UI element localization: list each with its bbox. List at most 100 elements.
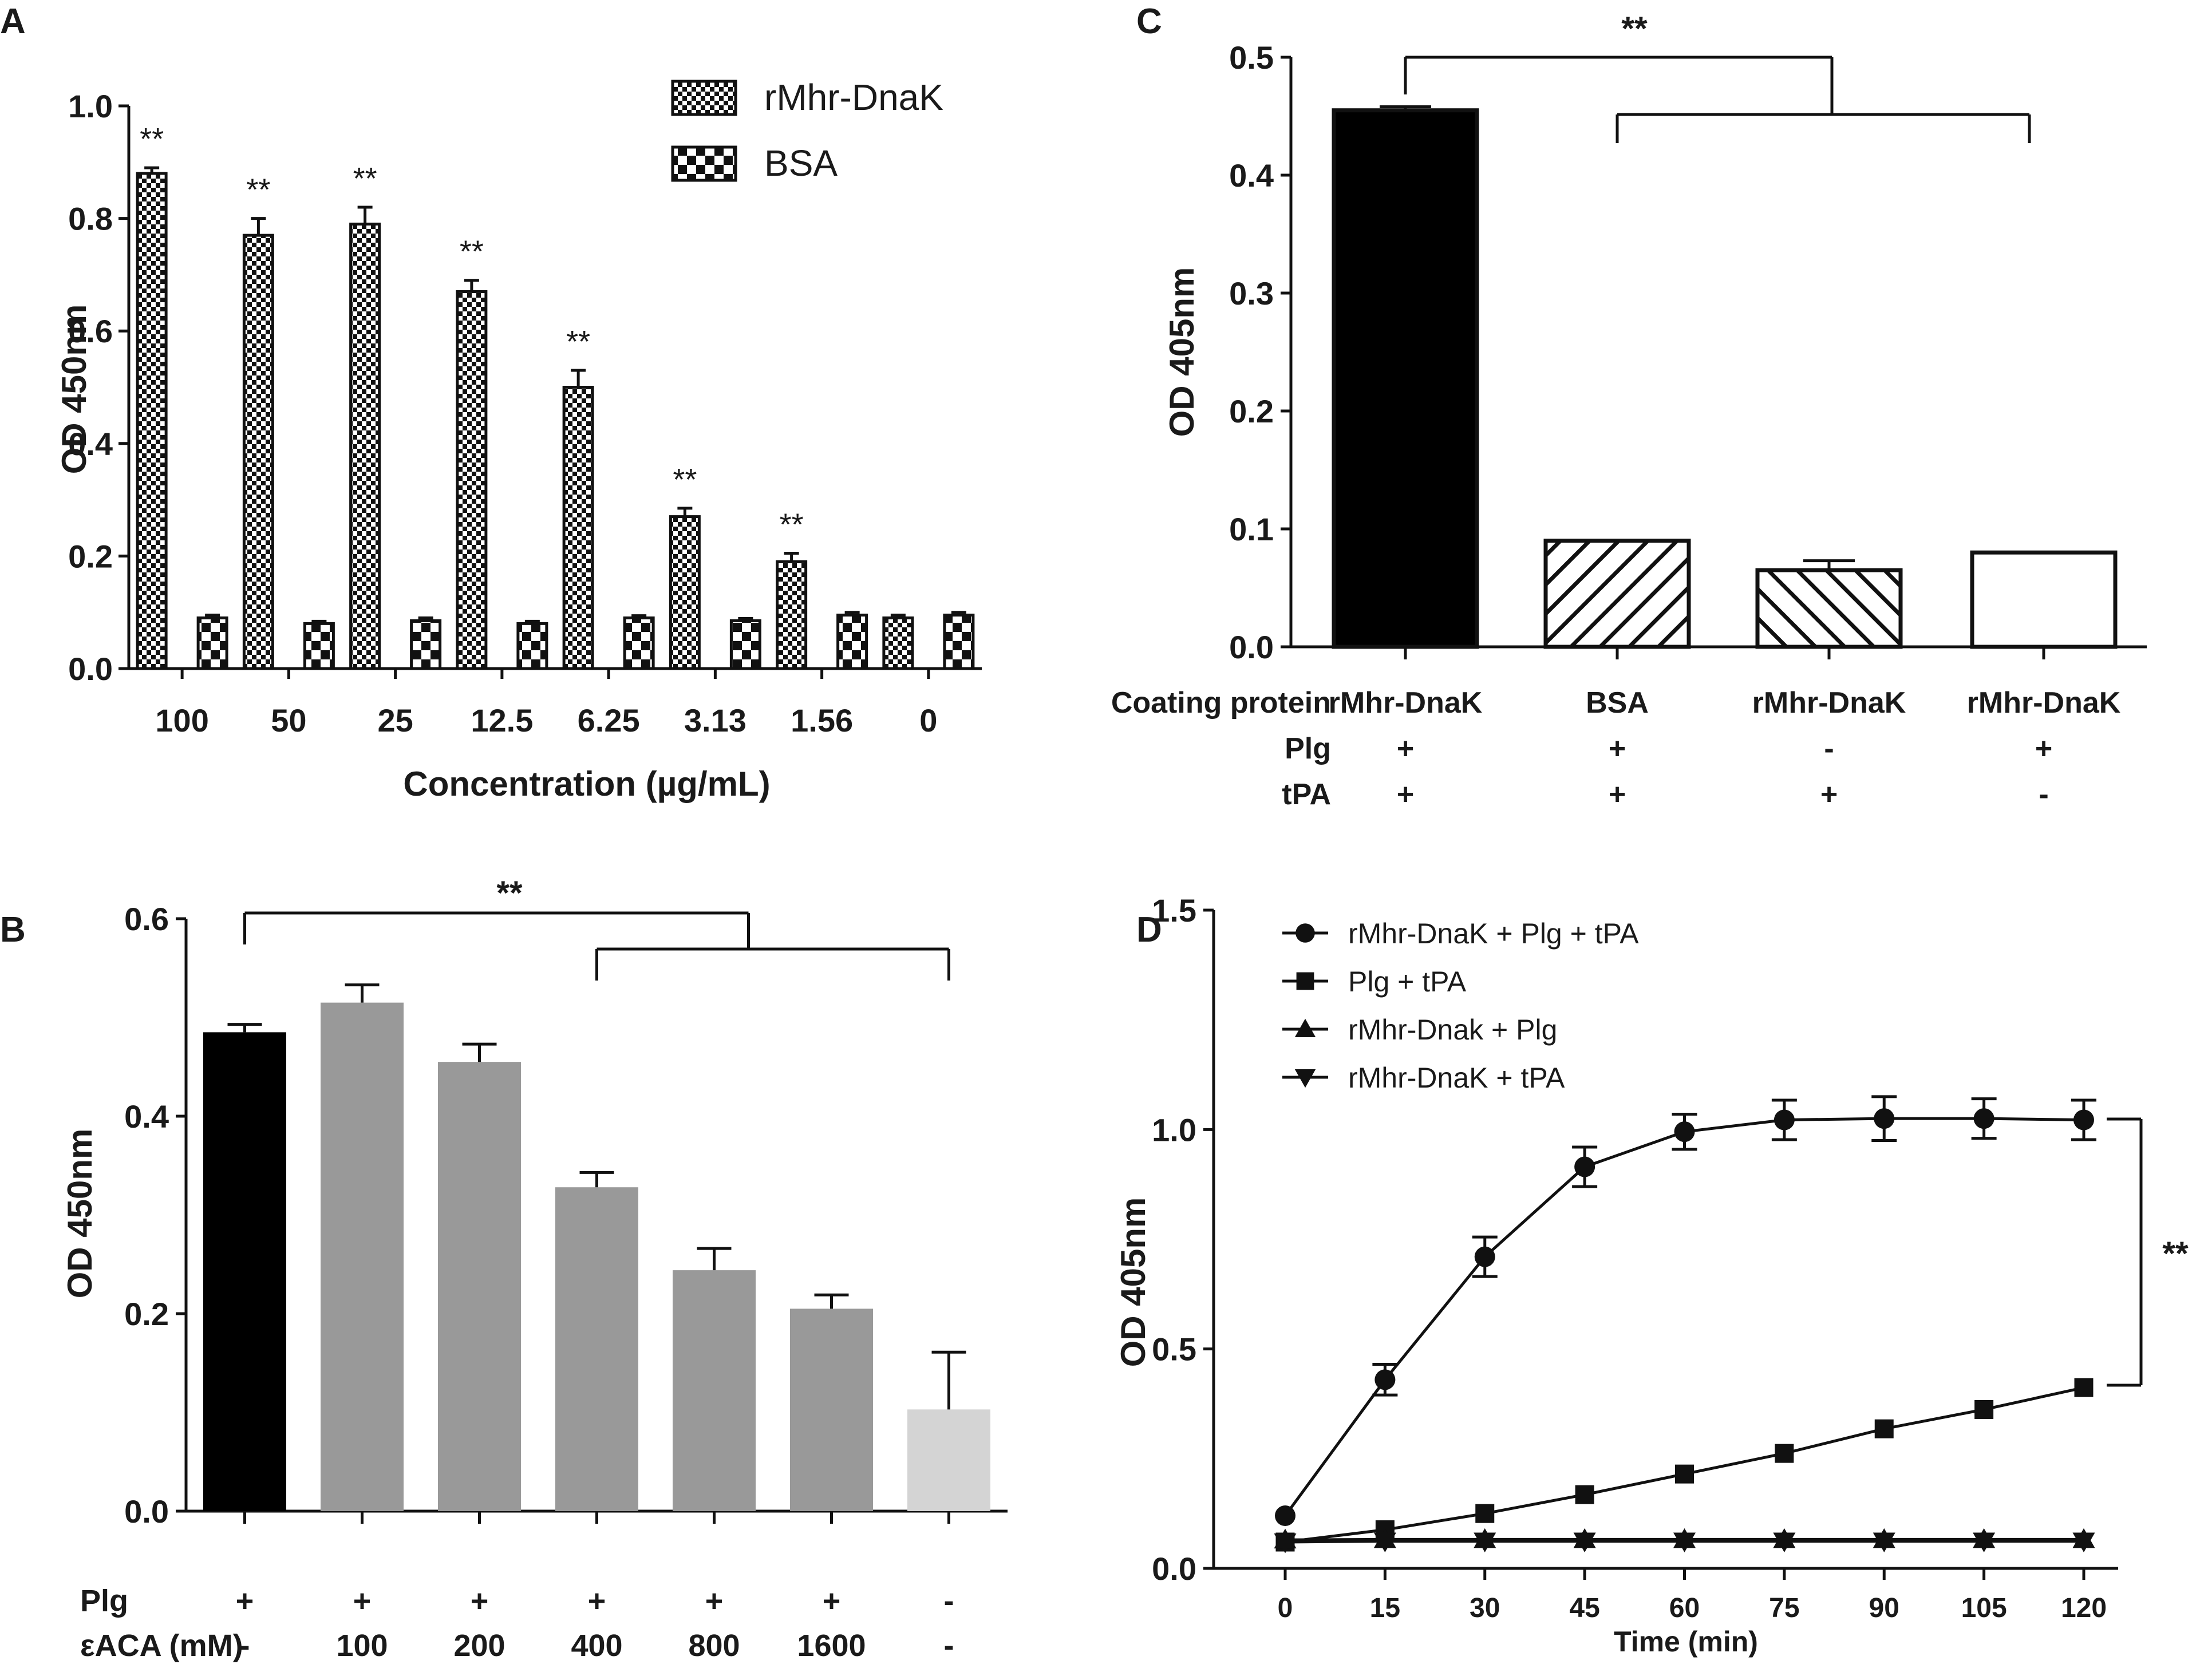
panel-c-condition-value: rMhr-DnaK: [1752, 686, 1906, 720]
panel-b-condition-value: +: [353, 1584, 372, 1618]
panel-d-significance: **: [2162, 1235, 2189, 1272]
panel-a-ylabel: OD 450nm: [55, 305, 93, 475]
panel-a-bar-bsa: [943, 614, 975, 670]
panel-a-ytick-label: 0.0: [68, 651, 113, 687]
panel-a-bar-rmhr-dnak: [669, 515, 701, 670]
panel-a-bar-bsa: [623, 616, 655, 670]
panel-b-bar: [555, 1187, 638, 1511]
panel-c-ytick-label: 0.1: [1229, 511, 1274, 547]
panel-d-point: [1874, 1419, 1894, 1438]
panel-d-ytick-label: 1.5: [1152, 892, 1196, 928]
panel-a-bar-bsa: [729, 619, 761, 670]
panel-d-xtick-label: 75: [1769, 1593, 1799, 1623]
panel-c-condition-value: +: [1609, 732, 1626, 765]
panel-a-legend-swatch: [671, 145, 737, 182]
panel-d-legend-label: rMhr-Dnak + Plg: [1348, 1014, 1557, 1046]
panel-d-xtick-label: 0: [1278, 1593, 1293, 1623]
panel-a-significance: **: [673, 463, 697, 497]
panel-b-bar: [907, 1409, 990, 1511]
panel-d-point: [1874, 1108, 1895, 1129]
panel-a-xtick-label: 25: [377, 702, 413, 738]
panel-b-condition-value: +: [471, 1584, 489, 1618]
panel-a-ytick-label: 0.8: [68, 201, 113, 237]
panel-b-condition-value: 1600: [797, 1628, 866, 1663]
panel-b-bar: [438, 1062, 521, 1511]
panel-c-ytick-label: 0.3: [1229, 275, 1274, 311]
panel-a-xtick-label: 1.56: [791, 702, 853, 738]
panel-d-point: [1974, 1400, 1994, 1419]
panel-a: A OD 450nm Concentration (µg/mL) 0.0 0.2 0…: [0, 2, 982, 803]
panel-d-series-line: [1283, 1117, 2084, 1517]
panel-a-legend-label: rMhr-DnaK: [764, 77, 943, 118]
panel-b-condition-value: 100: [336, 1628, 388, 1663]
panel-c: C OD 405nm 0.0 0.1 0.2 0.3 0.4 0.5 Coating pro…: [1111, 2, 2147, 811]
panel-a-significance: **: [140, 122, 164, 156]
panel-d-point: [1774, 1109, 1795, 1130]
panel-d-legend-marker: [1296, 972, 1314, 990]
panel-b-ylabel: OD 450nm: [61, 1129, 99, 1299]
panel-c-condition-label: Coating protein: [1111, 686, 1331, 720]
panel-b-condition-value: +: [236, 1584, 254, 1618]
panel-d-point: [1573, 1532, 1596, 1552]
panel-a-xtick-label: 0: [919, 702, 937, 738]
panel-c-ytick-label: 0.5: [1229, 39, 1274, 76]
panel-d-xtick-label: 15: [1370, 1593, 1400, 1623]
panel-b-bar: [673, 1270, 756, 1511]
panel-c-condition-label: tPA: [1282, 778, 1331, 811]
panel-c-bar: [1755, 568, 1903, 649]
panel-d-legend-marker: [1294, 1018, 1316, 1037]
panel-c-ytick-label: 0.4: [1229, 157, 1274, 193]
panel-d-ytick-label: 0.5: [1152, 1331, 1196, 1367]
panel-d-point: [1275, 1505, 1295, 1526]
panel-a-bar-bsa: [410, 619, 442, 670]
panel-c-bar: [1970, 550, 2118, 649]
panel-a-xtick-label: 50: [271, 702, 306, 738]
panel-c-condition-value: -: [2039, 778, 2048, 811]
panel-d-point: [1775, 1444, 1794, 1463]
panel-d-xtick-label: 90: [1869, 1593, 1899, 1623]
panel-d-point: [1773, 1532, 1796, 1552]
panel-b-bar: [203, 1032, 286, 1511]
panel-d-xtick-label: 60: [1669, 1593, 1700, 1623]
panel-a-xtick-label: 6.25: [578, 702, 640, 738]
panel-a-significance: **: [246, 173, 270, 207]
panel-c-bar: [1332, 108, 1479, 649]
panel-d-xlabel: Time (min): [1614, 1626, 1758, 1658]
panel-d-point: [1873, 1532, 1895, 1552]
panel-d-label: D: [1136, 910, 1162, 950]
panel-b-condition-label: εACA (mM): [80, 1628, 243, 1663]
panel-a-bar-rmhr-dnak: [242, 234, 274, 670]
panel-d-point: [1474, 1246, 1495, 1267]
panel-a-label: A: [0, 2, 26, 41]
panel-c-label: C: [1136, 2, 1162, 41]
panel-d-legend-marker: [1294, 1069, 1316, 1088]
panel-c-condition-value: rMhr-DnaK: [1329, 686, 1483, 720]
panel-b-ytick-label: 0.0: [124, 1493, 169, 1529]
panel-c-condition-value: -: [1824, 732, 1834, 765]
panel-a-xtick-label: 3.13: [684, 702, 746, 738]
panel-d-point: [1674, 1121, 1695, 1143]
panel-b-condition-value: 800: [688, 1628, 740, 1663]
panel-a-legend-swatch: [671, 80, 737, 116]
panel-a-ytick-label: 0.4: [68, 426, 113, 462]
panel-c-condition-value: +: [1397, 778, 1414, 811]
panel-c-condition-value: BSA: [1586, 686, 1649, 720]
panel-b-label: B: [0, 910, 26, 950]
panel-d-point: [1575, 1485, 1594, 1504]
panel-d: D OD 405nm Time (min) 0.0 0.5 1.0 1.5 0 15 30 4…: [1114, 892, 2189, 1658]
panel-a-bar-bsa: [196, 616, 228, 670]
panel-b-ytick-label: 0.2: [124, 1296, 169, 1332]
panel-d-ytick-label: 1.0: [1152, 1112, 1196, 1148]
panel-d-ytick-label: 0.0: [1152, 1551, 1196, 1587]
panel-a-bar-rmhr-dnak: [882, 616, 914, 670]
panel-d-point: [2073, 1109, 2094, 1130]
panel-b-condition-value: -: [944, 1584, 954, 1618]
panel-c-ytick-label: 0.0: [1229, 629, 1274, 665]
panel-a-bar-rmhr-dnak: [776, 560, 808, 670]
panel-d-ylabel: OD 405nm: [1114, 1197, 1152, 1367]
panel-a-ytick-label: 0.6: [68, 313, 113, 349]
panel-c-condition-value: +: [1609, 778, 1626, 811]
panel-d-legend-label: rMhr-DnaK + Plg + tPA: [1348, 918, 1639, 950]
panel-a-significance: **: [566, 325, 590, 359]
panel-d-point: [1475, 1504, 1495, 1523]
